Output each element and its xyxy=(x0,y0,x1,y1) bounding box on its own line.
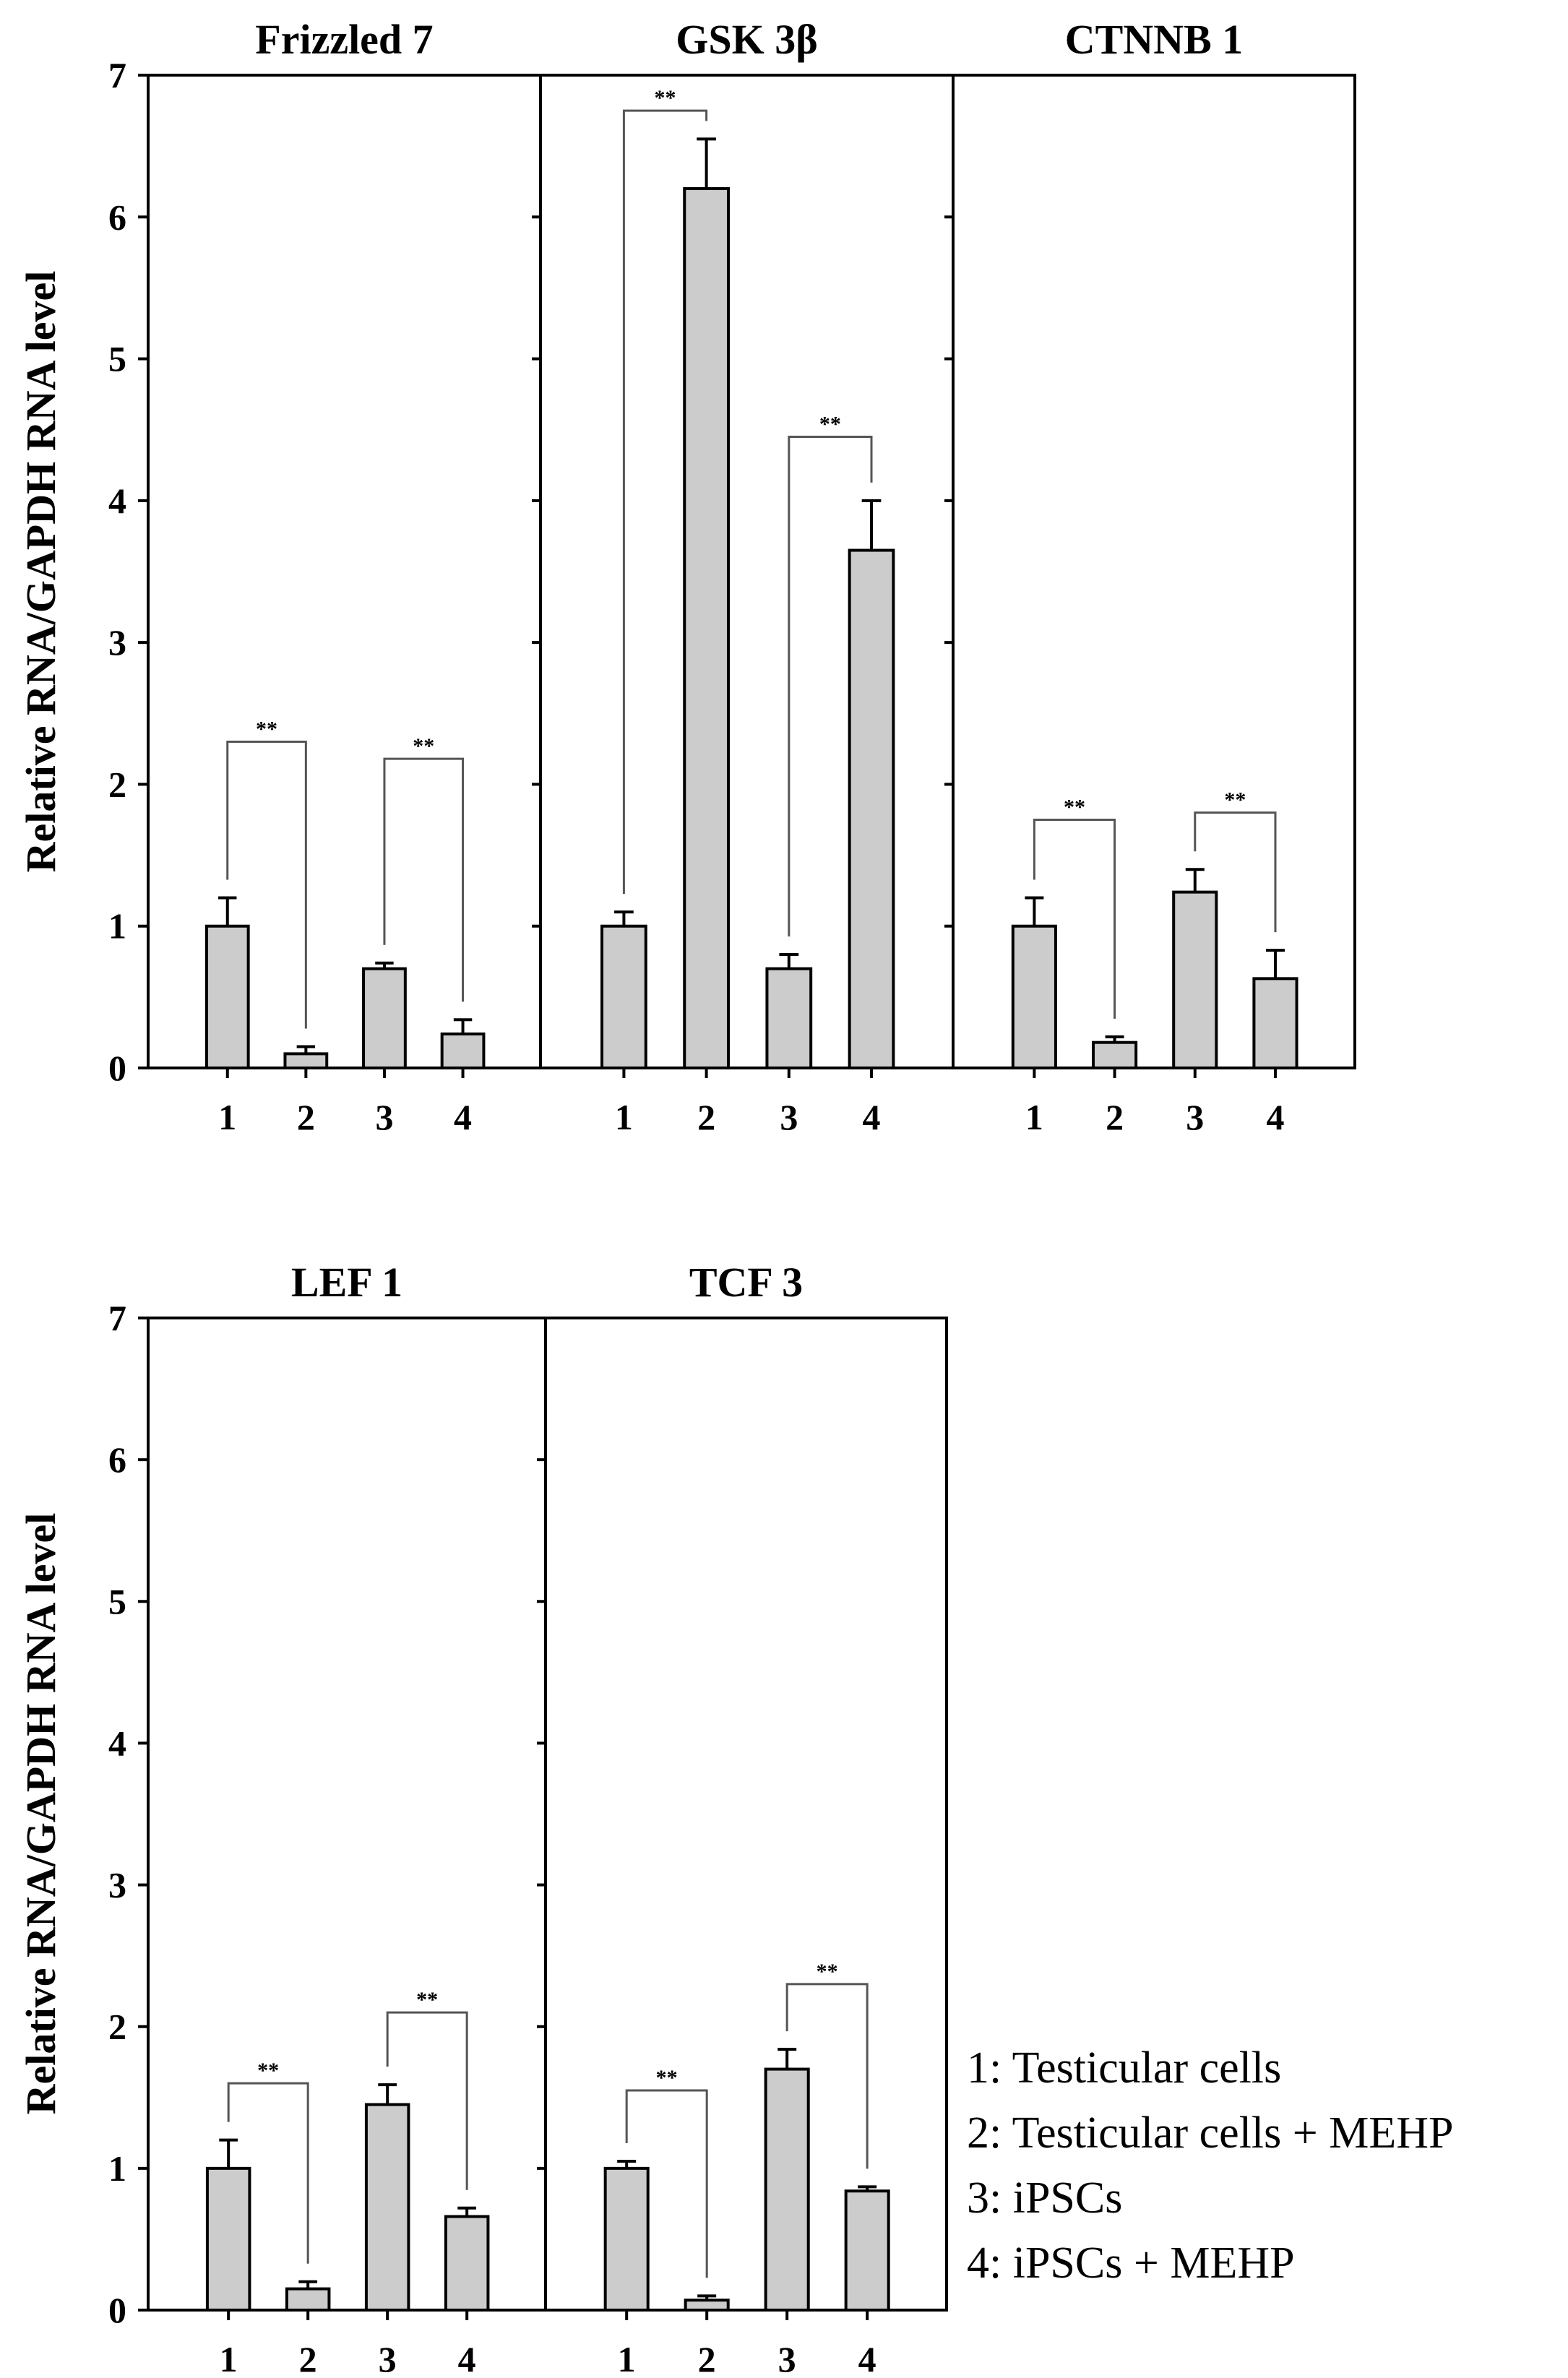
significance-bracket xyxy=(1194,811,1277,933)
significance-bracket xyxy=(227,2082,309,2264)
bar xyxy=(683,187,730,1069)
significance-label: ** xyxy=(1224,788,1246,812)
x-tick-label: 2 xyxy=(697,1097,715,1137)
bar xyxy=(1172,890,1218,1069)
significance-label: ** xyxy=(413,734,434,758)
x-tick-label: 4 xyxy=(454,1097,472,1137)
bar xyxy=(205,2166,251,2312)
panel-title: LEF 1 xyxy=(291,1259,402,1306)
y-tick-label: 4 xyxy=(108,1723,126,1763)
bar xyxy=(1011,924,1057,1069)
legend-item-4: 4: iPSCs + MEHP xyxy=(967,2239,1295,2288)
y-tick-label: 1 xyxy=(108,906,126,947)
x-tick-label: 4 xyxy=(858,2339,876,2378)
significance-label: ** xyxy=(256,718,277,741)
y-tick-label: 1 xyxy=(108,2148,126,2189)
panel-title: Frizzled 7 xyxy=(255,16,433,63)
y-tick-label: 2 xyxy=(108,2007,126,2047)
y-tick-label: 0 xyxy=(108,2290,126,2330)
y-axis-label: Relative RNA/GAPDH RNA level xyxy=(17,271,64,873)
x-tick-label: 3 xyxy=(780,1097,798,1137)
significance-bracket xyxy=(383,757,465,1002)
panel-frame xyxy=(952,74,1356,1069)
significance-bracket xyxy=(625,2089,708,2278)
bar xyxy=(765,967,813,1069)
x-tick-label: 3 xyxy=(379,2339,397,2378)
legend-item-2: 2: Testicular cells + MEHP xyxy=(967,2108,1454,2158)
x-tick-label: 1 xyxy=(220,2339,238,2378)
panel-frame xyxy=(147,1317,547,2312)
significance-label: ** xyxy=(819,413,841,436)
bar xyxy=(440,1032,486,1070)
significance-label: ** xyxy=(1064,796,1085,819)
bar xyxy=(444,2215,490,2312)
significance-bracket xyxy=(1033,819,1116,1019)
panel-title: TCF 3 xyxy=(689,1259,803,1306)
chart-row-bottom: Relative RNA/GAPDH RNA level 0 1 2 3 4 5 6 7 LEF … xyxy=(17,1259,948,2378)
y-tick-label: 0 xyxy=(108,1048,126,1088)
significance-label: ** xyxy=(655,86,676,110)
x-tick-label: 2 xyxy=(1106,1097,1124,1137)
y-tick-label: 7 xyxy=(108,55,126,95)
bar xyxy=(285,2287,331,2312)
x-tick-label: 1 xyxy=(618,2339,636,2378)
y-tick-label: 3 xyxy=(108,622,126,663)
x-tick-label: 4 xyxy=(458,2339,476,2378)
x-tick-label: 3 xyxy=(778,2339,796,2378)
y-tick-label: 6 xyxy=(108,197,126,237)
significance-label: ** xyxy=(257,2059,279,2082)
significance-label: ** xyxy=(817,1960,838,1983)
bar xyxy=(603,2166,650,2312)
bar xyxy=(1252,977,1298,1069)
y-tick-label: 5 xyxy=(108,339,126,379)
significance-bracket xyxy=(226,741,307,1029)
y-tick-label: 3 xyxy=(108,1865,126,1905)
bar xyxy=(204,924,250,1069)
significance-bracket xyxy=(386,2011,468,2190)
bar xyxy=(362,967,407,1069)
significance-bracket xyxy=(622,109,708,895)
x-tick-label: 4 xyxy=(1266,1097,1284,1137)
y-axis-label: Relative RNA/GAPDH RNA level xyxy=(17,1513,64,2115)
x-tick-label: 2 xyxy=(299,2339,317,2378)
legend: 1: Testicular cells 2: Testicular cells … xyxy=(967,2043,1454,2288)
panel-frame xyxy=(147,74,542,1069)
bar xyxy=(364,2103,410,2312)
y-tick-label: 4 xyxy=(108,481,126,521)
panel-frame xyxy=(544,1317,948,2312)
significance-bracket xyxy=(785,1983,869,2169)
y-tick-label: 7 xyxy=(108,1298,126,1338)
significance-label: ** xyxy=(656,2066,678,2090)
significance-label: ** xyxy=(416,1988,438,2012)
panel-title: GSK 3β xyxy=(676,16,818,63)
x-tick-label: 1 xyxy=(218,1097,236,1137)
x-tick-label: 1 xyxy=(1025,1097,1043,1137)
bar xyxy=(600,924,647,1069)
x-tick-label: 2 xyxy=(297,1097,315,1137)
y-tick-label: 2 xyxy=(108,764,126,804)
significance-bracket xyxy=(788,436,873,936)
bar xyxy=(764,2067,810,2312)
panel-title: CTNNB 1 xyxy=(1065,16,1244,63)
legend-item-3: 3: iPSCs xyxy=(967,2174,1122,2223)
x-tick-label: 4 xyxy=(863,1097,881,1137)
bar xyxy=(848,548,895,1069)
bar xyxy=(283,1052,329,1070)
x-tick-label: 2 xyxy=(698,2339,716,2378)
bar xyxy=(1092,1041,1138,1070)
y-tick-label: 5 xyxy=(108,1581,126,1621)
chart-row-top: Relative RNA/GAPDH RNA level 0 1 2 3 4 5 6 7 Friz… xyxy=(17,16,1356,1137)
x-tick-label: 1 xyxy=(615,1097,633,1137)
x-tick-label: 3 xyxy=(1186,1097,1204,1137)
y-tick-label: 6 xyxy=(108,1439,126,1480)
bar xyxy=(684,2299,730,2312)
legend-item-1: 1: Testicular cells xyxy=(967,2043,1281,2093)
x-tick-label: 3 xyxy=(375,1097,393,1137)
bar xyxy=(844,2189,890,2312)
